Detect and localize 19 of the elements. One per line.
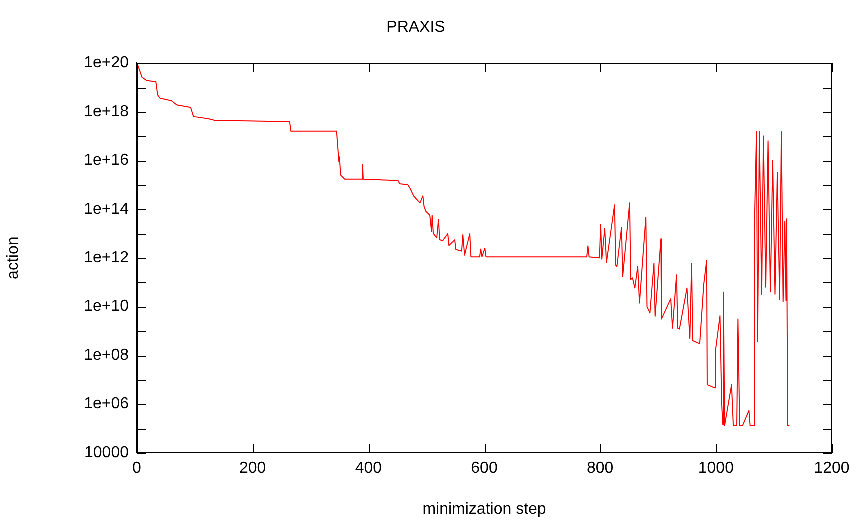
x-axis-title: minimization step — [422, 500, 546, 518]
y-tick-label: 1e+18 — [84, 103, 130, 120]
y-tick-label: 1e+10 — [84, 298, 130, 316]
x-tick-label: 1200 — [814, 460, 850, 478]
y-tick-label: 10000 — [84, 444, 130, 462]
y-tick-label: 1e+12 — [84, 250, 130, 267]
y-tick-label: 1e+08 — [84, 346, 130, 364]
y-tick-label: 1e+06 — [84, 396, 130, 413]
x-tick-label: 1000 — [698, 460, 734, 478]
chart-title: PRAXIS — [386, 19, 446, 36]
y-axis-title: action — [5, 236, 22, 280]
x-tick-label: 0 — [132, 460, 142, 478]
y-tick-label: 1e+14 — [84, 200, 130, 218]
x-tick-label: 600 — [471, 460, 498, 478]
x-tick-label: 200 — [239, 460, 266, 478]
y-tick-label: 1e+16 — [84, 152, 130, 170]
x-tick-label: 400 — [355, 460, 382, 478]
y-tick-label: 1e+20 — [84, 54, 130, 72]
x-tick-label: 800 — [586, 460, 614, 478]
